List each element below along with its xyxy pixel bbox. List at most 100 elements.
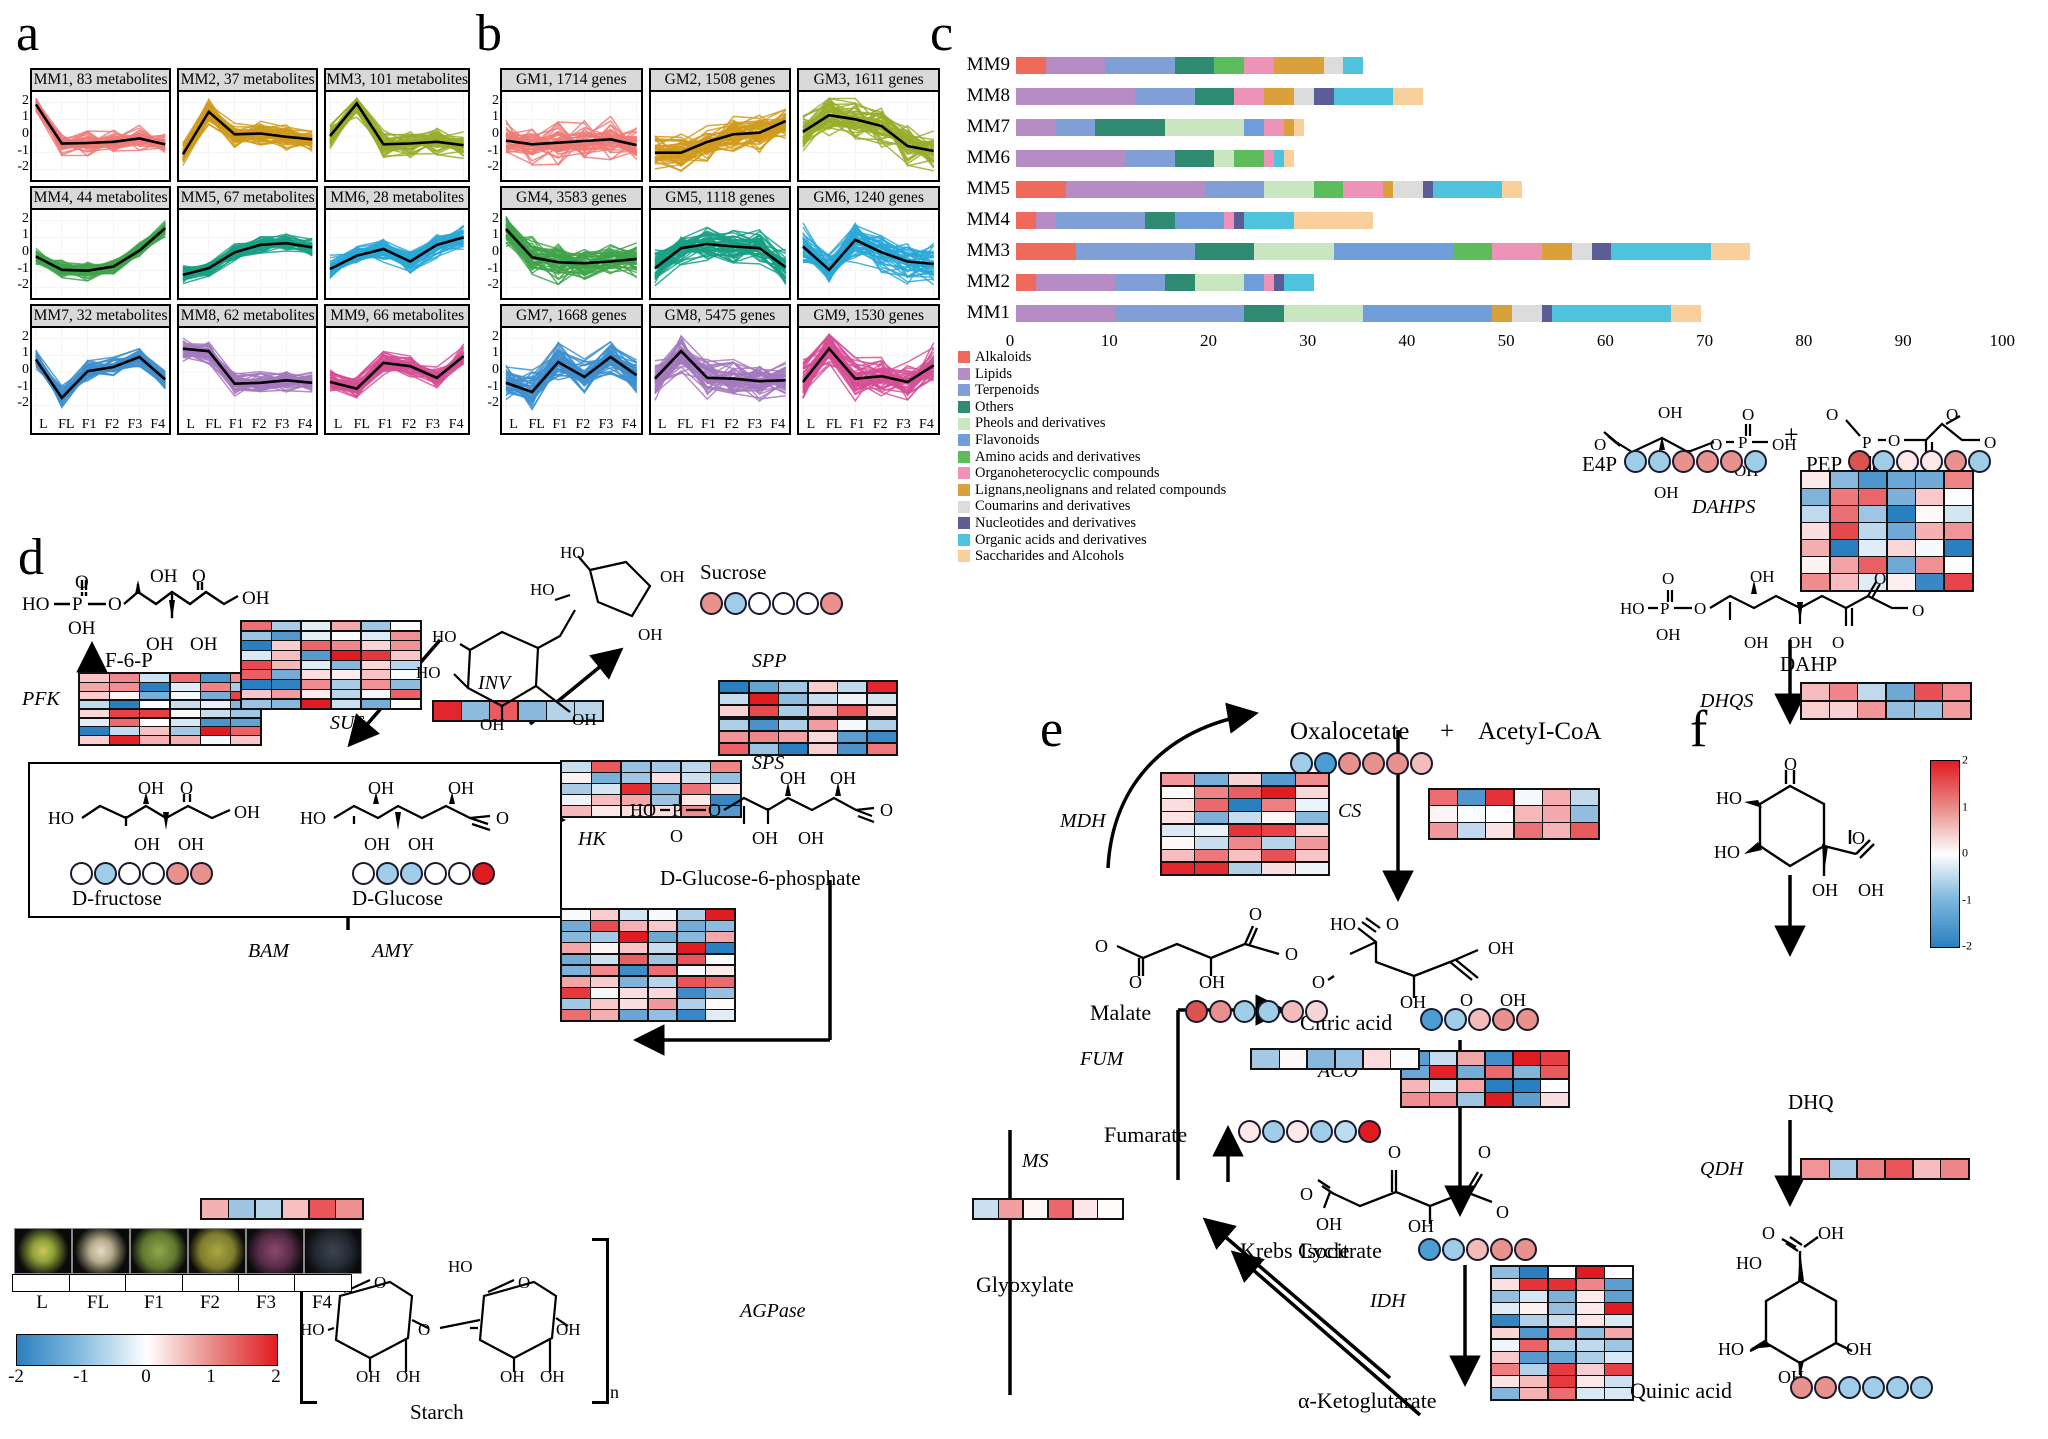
cluster-title: MM4, 44 metabolites [32, 188, 170, 210]
colorbar-tick: 2 [271, 1366, 281, 1387]
heatmap-cell [271, 631, 301, 641]
x-axis: L FL F1 F2 F3 F4 [651, 417, 790, 433]
bar-row-label: MM2 [966, 271, 1010, 292]
enzyme-fum: FUM [1080, 1048, 1124, 1070]
heatmap-cell [779, 682, 808, 693]
heatmap-cell [110, 682, 140, 691]
heatmap-cell [1886, 684, 1914, 701]
heatmap-cell [301, 670, 331, 679]
bar-track [1016, 180, 2042, 198]
heatmap-cell [271, 670, 301, 679]
bar-track [1016, 87, 2042, 105]
heatmap-cell [200, 674, 230, 682]
bar-segment [1283, 273, 1314, 291]
bar-segment [1274, 273, 1284, 291]
bar-segment [1264, 118, 1284, 136]
svg-text:O: O [1129, 972, 1142, 992]
cluster-plot [799, 328, 938, 416]
heatmap-cell [711, 806, 740, 816]
bar-row-label: MM5 [966, 178, 1010, 199]
colorbar-vertical-tick: 2 [1962, 752, 1968, 767]
heatmap-cell [1492, 1388, 1519, 1399]
cluster-plot [799, 210, 938, 298]
x-tick: L [509, 417, 518, 432]
heatmap-cell [391, 651, 420, 660]
dots-fumarate [1238, 1120, 1381, 1143]
x-tick: F2 [872, 417, 888, 432]
heatmap-cell [1162, 862, 1195, 874]
heatmap-cell [1830, 472, 1858, 488]
bar-row: MM3 [952, 238, 2042, 264]
heatmap-cell [1548, 1351, 1576, 1363]
bar-segment [1541, 304, 1552, 322]
f6p-label: F-6-P [105, 648, 153, 672]
bar-segment [1293, 211, 1374, 229]
cluster-plot [799, 92, 938, 180]
heatmap-cell [200, 682, 230, 691]
heatmap-cell [1914, 684, 1942, 701]
heatmap-cell [231, 709, 260, 718]
expression-dot [1886, 1376, 1909, 1399]
bar-segment [1055, 118, 1096, 136]
svg-text:O: O [1312, 972, 1325, 992]
stage-label: F1 [143, 1292, 165, 1313]
x-tick: F4 [150, 417, 166, 432]
quinic-acid-structure: O OH HO HO OH OH [1700, 1215, 1920, 1390]
citric-acid-structure: HO O OH O OH OH O [1310, 910, 1540, 1025]
svg-text:OH: OH [1846, 1339, 1872, 1359]
dahp-label: DAHP [1780, 652, 1838, 676]
y-axis: 2 1 0 -1 -2 [487, 210, 499, 293]
heatmap-cell [1162, 849, 1195, 862]
expression-dot [1490, 1238, 1513, 1261]
svg-text:OH: OH [480, 715, 505, 734]
heatmap-cell [1830, 557, 1858, 573]
svg-text:OH: OH [178, 834, 204, 852]
colorbar-vertical-tick: 1 [1962, 799, 1968, 813]
heatmap-cell [1279, 1050, 1307, 1068]
x-tick: F2 [104, 417, 120, 432]
svg-text:O: O [1742, 405, 1754, 424]
heatmap-cell [1916, 506, 1944, 522]
expression-dot [1696, 450, 1719, 473]
heatmap-colorbar-horizontal: -2 -1 0 1 2 [8, 1334, 281, 1388]
heatmap-cell [1295, 862, 1328, 874]
heatmap-cell [301, 689, 331, 699]
heatmap-cell [1429, 1065, 1457, 1079]
heatmap-ms [972, 1198, 1124, 1220]
svg-text:OH: OH [138, 778, 164, 798]
colorbar-tick: 1 [206, 1366, 216, 1387]
heatmap-cell [867, 693, 896, 705]
expression-dot [1386, 752, 1409, 775]
x-tick: F4 [919, 417, 934, 432]
heatmap-cell [1548, 1339, 1576, 1351]
svg-text:OH: OH [1488, 938, 1514, 958]
stage-box [294, 1274, 353, 1292]
bar-row-label: MM7 [966, 116, 1010, 137]
oxaloacetate-label: Oxalocetate [1290, 718, 1410, 745]
heatmap-cell [1576, 1388, 1604, 1399]
heatmap-cell [1513, 1052, 1541, 1065]
bar-segment [1016, 273, 1036, 291]
svg-text:O: O [1478, 1142, 1491, 1162]
y-axis: 2 1 0 -1 -2 [487, 328, 499, 411]
svg-text:OH: OH [242, 588, 270, 609]
expression-dot [1444, 1008, 1467, 1031]
heatmap-pfk [78, 672, 262, 746]
bar-row: MM5 [952, 176, 2042, 202]
bar-segment [1244, 211, 1294, 229]
heatmap-cell [1541, 1093, 1568, 1106]
heatmap-cell [1429, 1093, 1457, 1106]
bar-row: MM8 [952, 83, 2042, 109]
expression-dot [1362, 752, 1385, 775]
heatmap-sps [718, 718, 898, 756]
heatmap-cell [720, 743, 749, 754]
heatmap-cell [838, 693, 867, 705]
cluster-title: MM6, 28 metabolites [326, 188, 468, 210]
heatmap-cell [1295, 837, 1328, 849]
heatmap-cell [779, 693, 808, 705]
heatmap-cell [1492, 1376, 1519, 1387]
heatmap-cell [1605, 1376, 1632, 1387]
heatmap-cell [1492, 1327, 1519, 1339]
dots-malate [1185, 1000, 1328, 1023]
expression-dot [1418, 1238, 1441, 1261]
